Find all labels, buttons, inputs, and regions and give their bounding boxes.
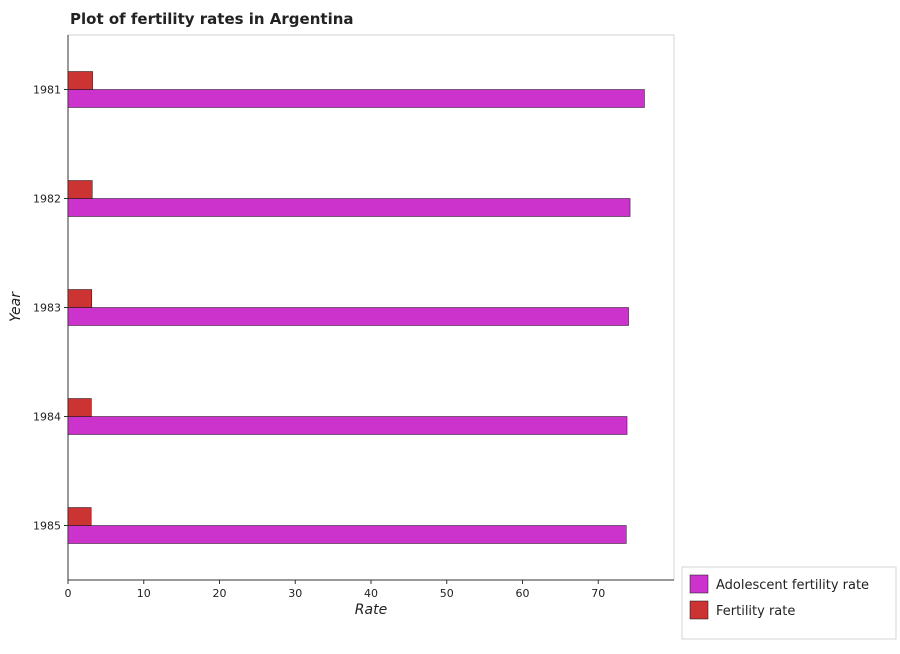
bar-fertility-1981 [67,71,93,90]
y-tick-label: 1983 [33,302,61,315]
y-tick-label: 1982 [33,193,61,206]
bar-fertility-1982 [67,180,93,199]
legend: Adolescent fertility rate Fertility rate [681,566,897,640]
x-tick-label: 0 [65,587,72,600]
x-tick-label: 30 [288,587,302,600]
x-tick-label: 40 [364,587,378,600]
x-tick-label: 60 [516,587,530,600]
x-axis-title: Rate [355,602,387,618]
bar-fertility-1985 [67,507,92,526]
y-axis-title: Year [8,291,24,322]
bars-group [67,71,645,544]
legend-box [681,566,897,640]
bar-adolescent-1981 [67,89,645,108]
bar-adolescent-1984 [67,416,628,435]
bar-adolescent-1982 [67,198,631,217]
y-tick-label: 1984 [33,411,61,424]
legend-swatch-fertility [689,600,709,620]
bar-adolescent-1983 [67,307,629,326]
bar-adolescent-1985 [67,525,627,544]
bar-fertility-1984 [67,398,92,417]
x-tick-label: 50 [440,587,454,600]
y-ticks-group: 1981 1982 1983 1984 1985 [33,84,68,533]
legend-swatch-adolescent [689,574,709,594]
y-tick-label: 1981 [33,84,61,97]
x-ticks-group: 0 10 20 30 40 50 60 70 [65,580,605,600]
chart-title: Plot of fertility rates in Argentina [70,10,354,28]
legend-label: Adolescent fertility rate [716,578,869,593]
legend-label: Fertility rate [716,604,795,619]
x-tick-label: 70 [591,587,605,600]
x-tick-label: 10 [137,587,151,600]
x-tick-label: 20 [213,587,227,600]
y-tick-label: 1985 [33,520,61,533]
bar-fertility-1983 [67,289,93,308]
